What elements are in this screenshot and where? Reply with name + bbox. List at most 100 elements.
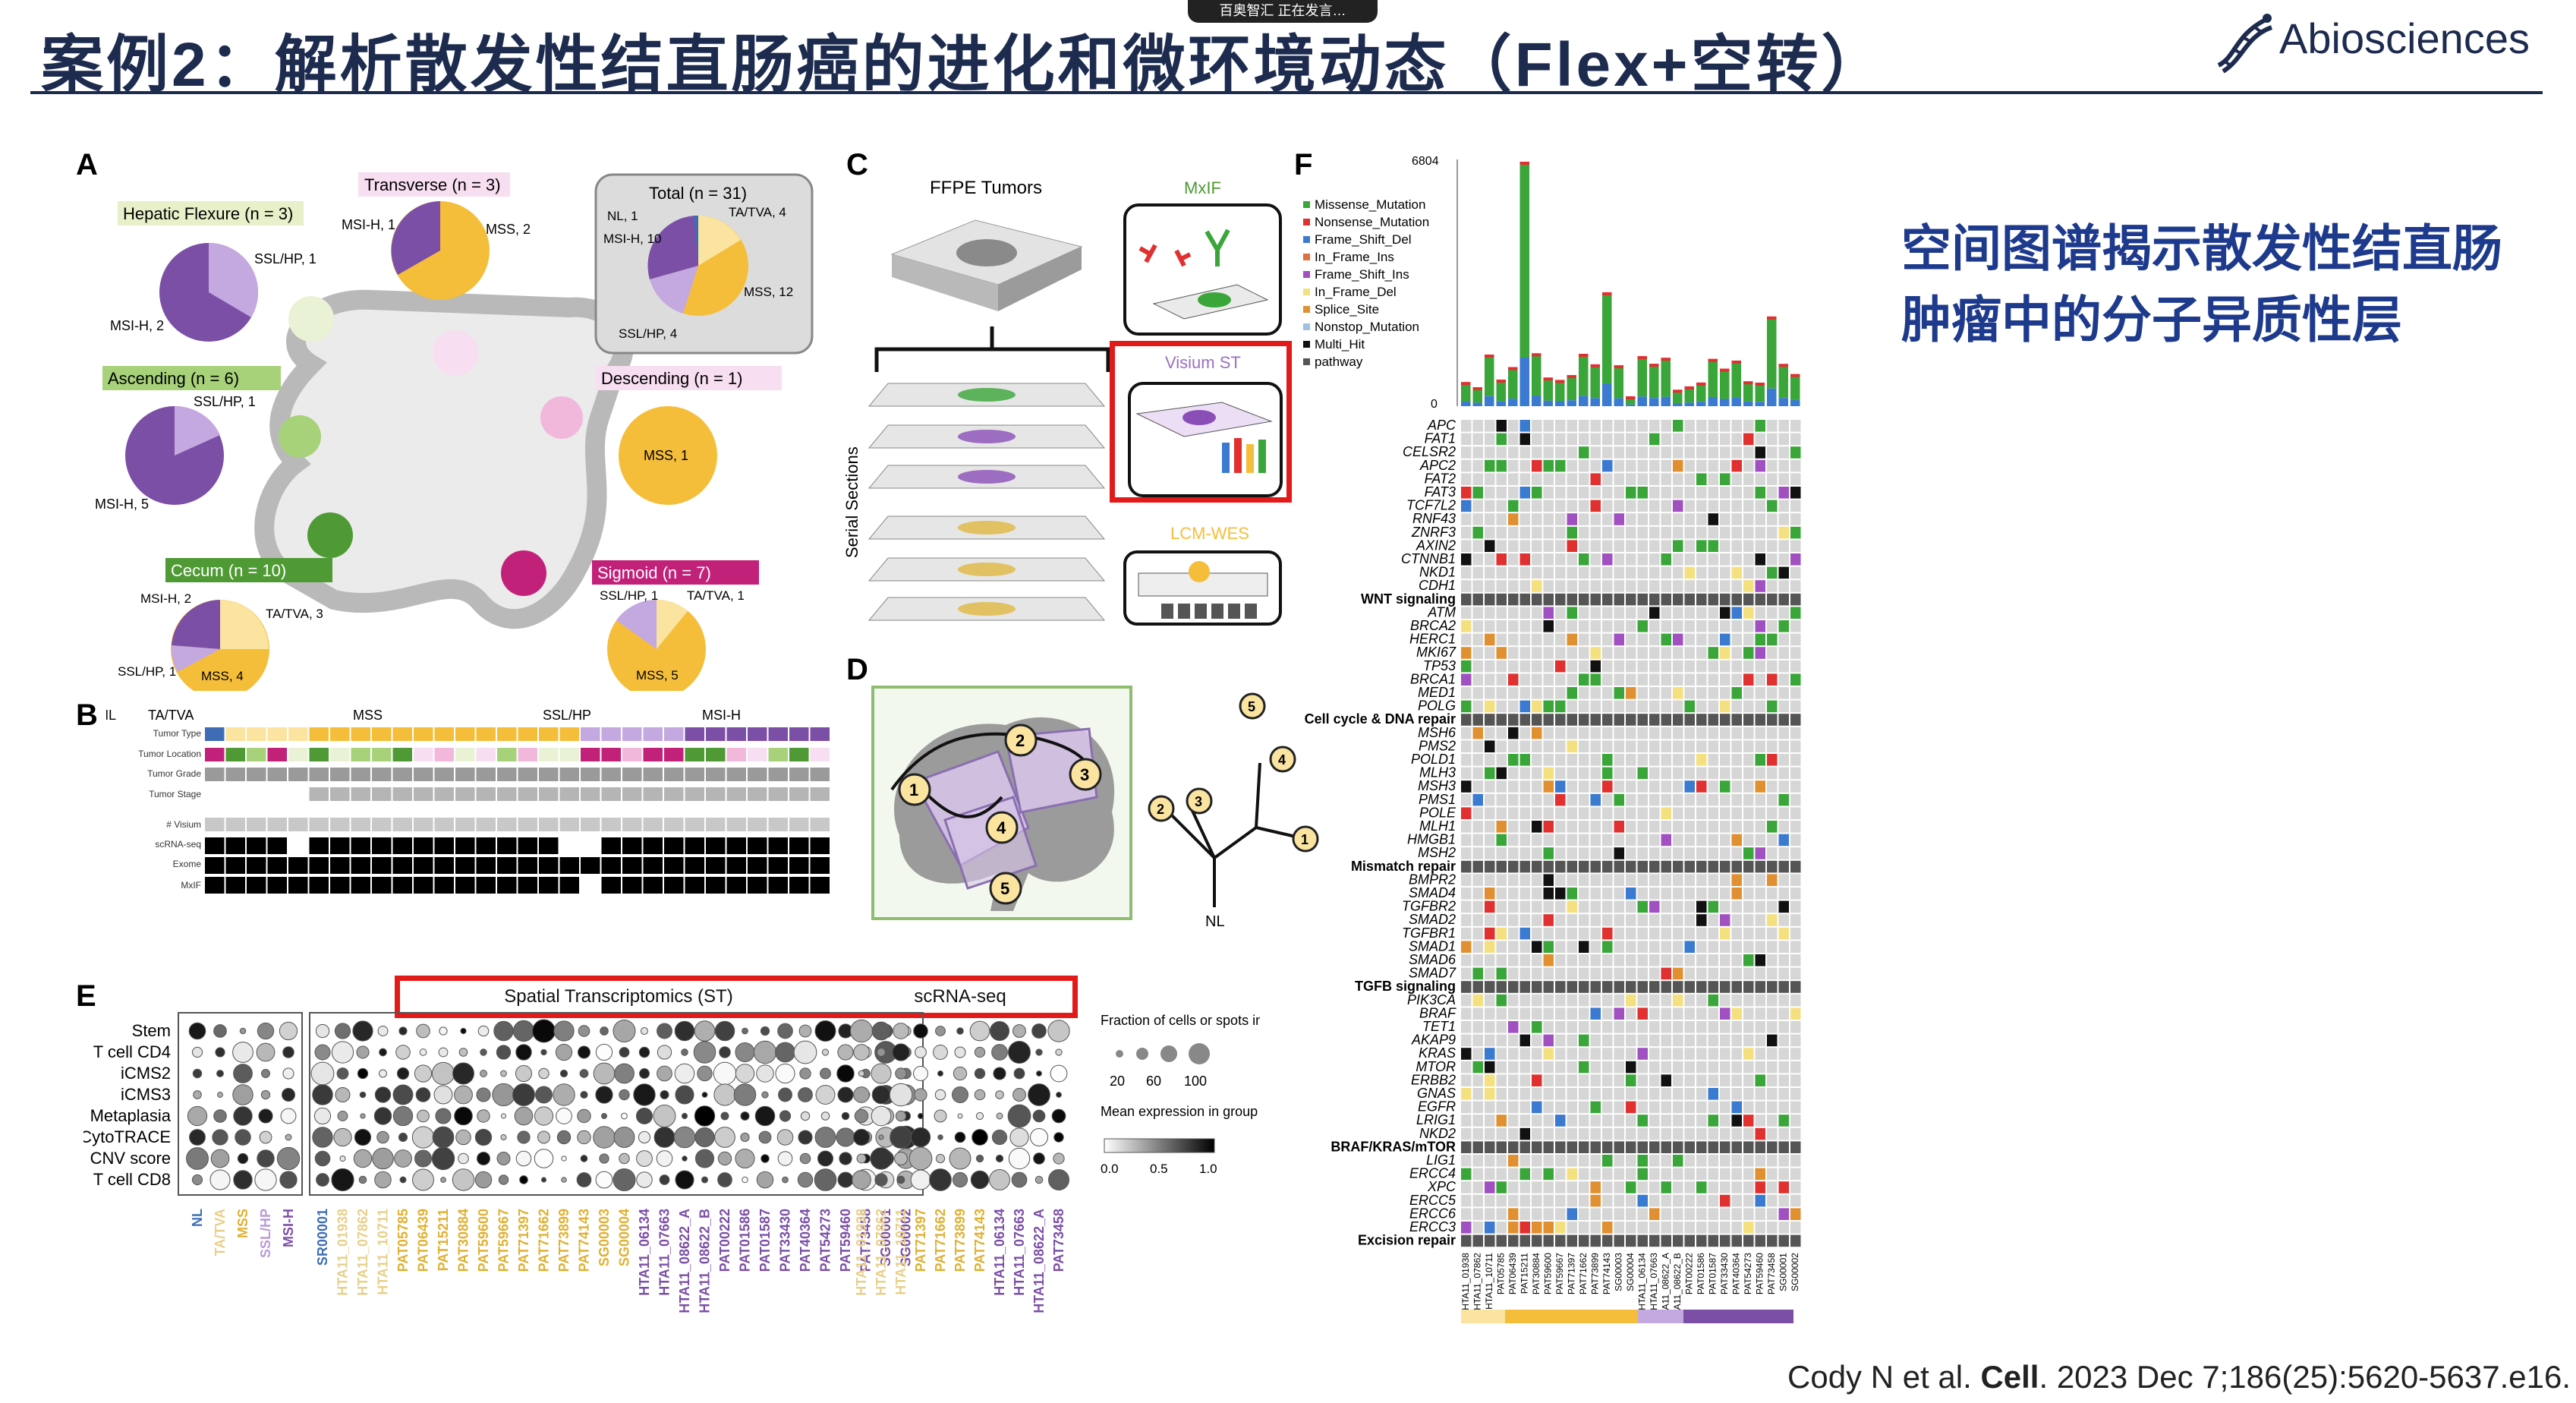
onco-cell (1579, 900, 1589, 913)
b-cell (434, 727, 454, 741)
onco-cell (1485, 473, 1495, 485)
dot (392, 1105, 414, 1127)
slide-title: 案例2：解析散发性结直肠癌的进化和微环境动态（Flex+空转） (41, 30, 1887, 99)
onco-cell (1684, 927, 1695, 940)
onco-cell (1461, 580, 1472, 592)
onco-cell (1708, 660, 1718, 673)
dot (414, 1149, 432, 1168)
dot (359, 1091, 367, 1099)
dot (213, 1109, 227, 1123)
onco-cell (1472, 540, 1483, 552)
onco-cell (1472, 1208, 1483, 1220)
onco-cell (1590, 526, 1601, 539)
onco-cell (1778, 1194, 1789, 1207)
dot (660, 1089, 669, 1100)
onco-cell (1731, 954, 1742, 966)
onco-cell (1649, 780, 1660, 793)
onco-cell (1708, 633, 1718, 646)
onco-cell (1555, 473, 1566, 485)
dot (534, 1149, 554, 1168)
onco-cell (1555, 1222, 1566, 1234)
onco-cell (1673, 513, 1683, 525)
pathway-label: Excision repair (1358, 1233, 1456, 1248)
onco-cell (1684, 446, 1695, 459)
mutation-bar (1626, 397, 1636, 405)
clone-node-1 (898, 773, 931, 806)
gene-label: MSH2 (1418, 845, 1456, 860)
b-cell (205, 837, 225, 854)
dot (217, 1092, 223, 1098)
onco-cell (1543, 927, 1554, 940)
b-cell (288, 877, 308, 894)
dot (871, 1021, 891, 1041)
onco-cell (1755, 660, 1765, 673)
onco-cell (1614, 1021, 1624, 1033)
dot (798, 1087, 813, 1102)
b-cell (643, 877, 663, 894)
pathway-cell (1543, 1141, 1554, 1153)
onco-cell (1519, 446, 1530, 459)
onco-cell (1708, 446, 1718, 459)
onco-cell (1496, 1155, 1507, 1167)
onco-cell (1708, 553, 1718, 566)
onco-cell (1720, 1061, 1730, 1074)
onco-cell (1684, 1048, 1695, 1060)
dot (778, 1087, 792, 1102)
onco-cell (1790, 607, 1801, 619)
dot (681, 1112, 688, 1120)
onco-cell (1743, 807, 1754, 819)
onco-cell (1743, 727, 1754, 739)
e-row-label: Metaplasia (90, 1106, 172, 1125)
onco-cell (1720, 446, 1730, 459)
onco-cell (1696, 941, 1707, 953)
svg-text:NL, 1: NL, 1 (607, 209, 638, 223)
pathway-cell (1485, 860, 1495, 873)
onco-cell (1461, 687, 1472, 699)
dot (993, 1067, 1006, 1080)
onco-cell (1555, 459, 1566, 472)
onco-cell (1684, 620, 1695, 632)
onco-cell (1743, 1021, 1754, 1033)
onco-cell (1508, 727, 1519, 739)
b-cell (267, 857, 287, 874)
onco-cell (1461, 1074, 1472, 1086)
onco-cell (1532, 1074, 1542, 1086)
onco-cell (1661, 566, 1671, 579)
pathway-cell (1567, 714, 1577, 726)
onco-cell (1519, 660, 1530, 673)
onco-cell (1461, 1048, 1472, 1060)
onco-cell (1555, 780, 1566, 793)
e-sample-label: HTA11_10711 (376, 1209, 391, 1295)
dot (411, 1126, 435, 1149)
b-cell (685, 768, 704, 781)
onco-cell (1555, 1088, 1566, 1100)
gene-label: MLH1 (1419, 818, 1456, 834)
onco-cell (1496, 1074, 1507, 1086)
b-cell (497, 837, 517, 854)
onco-cell (1649, 433, 1660, 446)
pathway-cell (1720, 1234, 1730, 1247)
onco-cell (1567, 1088, 1577, 1100)
onco-cell (1602, 1101, 1613, 1114)
gene-label: BRCA2 (1410, 618, 1456, 633)
onco-cell (1767, 1155, 1778, 1167)
onco-cell (1778, 446, 1789, 459)
f-sample-label: SG00003 (1614, 1253, 1624, 1291)
pathway-cell (1673, 1234, 1683, 1247)
onco-cell (1731, 767, 1742, 780)
dot (439, 1026, 448, 1036)
onco-cell (1626, 433, 1636, 446)
b-row-label: Tumor Stage (149, 789, 201, 799)
onco-cell (1731, 513, 1742, 525)
dot (315, 1023, 330, 1039)
onco-cell (1485, 767, 1495, 780)
b-row-label: Tumor Type (153, 728, 202, 739)
onco-cell (1543, 780, 1554, 793)
b-cell (372, 818, 392, 831)
dot (719, 1046, 731, 1058)
dot (735, 1148, 755, 1169)
onco-cell (1673, 446, 1683, 459)
onco-cell (1778, 487, 1789, 499)
dot (233, 1170, 253, 1190)
onco-cell (1590, 1208, 1601, 1220)
